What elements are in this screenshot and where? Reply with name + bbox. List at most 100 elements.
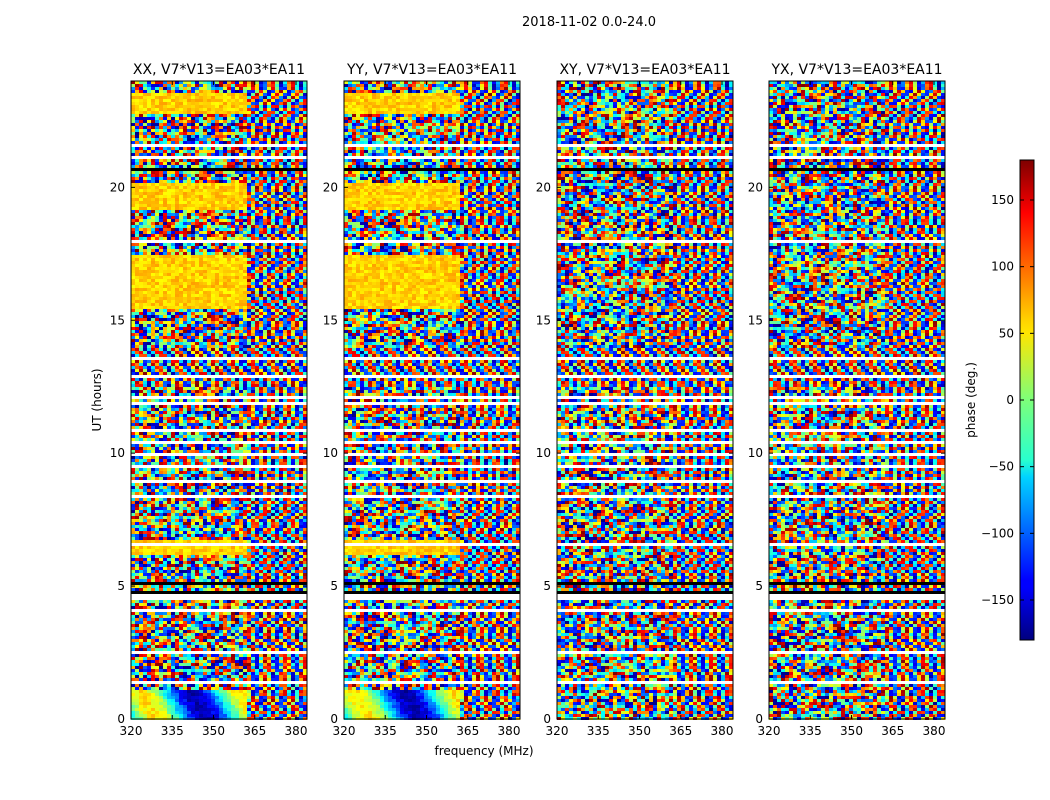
phase-cell bbox=[251, 153, 255, 156]
phase-cell bbox=[219, 138, 223, 141]
phase-cell bbox=[207, 96, 211, 99]
phase-cell bbox=[191, 159, 195, 162]
phase-cell bbox=[283, 123, 287, 126]
phase-cell bbox=[199, 165, 203, 168]
phase-cell bbox=[219, 132, 223, 135]
phase-cell bbox=[163, 141, 167, 144]
phase-cell bbox=[175, 102, 179, 105]
phase-cell bbox=[243, 153, 247, 156]
phase-cell bbox=[259, 117, 263, 120]
phase-cell bbox=[259, 171, 263, 174]
phase-cell bbox=[271, 126, 275, 129]
phase-cell bbox=[195, 153, 199, 156]
phase-cell bbox=[203, 135, 207, 138]
phase-cell bbox=[131, 135, 135, 138]
phase-cell bbox=[187, 117, 191, 120]
phase-cell bbox=[263, 108, 267, 111]
phase-cell bbox=[267, 90, 271, 93]
phase-cell bbox=[291, 111, 295, 114]
phase-cell bbox=[251, 99, 255, 102]
phase-cell bbox=[175, 141, 179, 144]
phase-cell bbox=[223, 99, 227, 102]
phase-cell bbox=[187, 153, 191, 156]
phase-cell bbox=[215, 183, 219, 186]
phase-cell bbox=[171, 105, 175, 108]
phase-cell bbox=[167, 108, 171, 111]
phase-cell bbox=[243, 120, 247, 123]
phase-cell bbox=[227, 135, 231, 138]
phase-cell bbox=[183, 138, 187, 141]
phase-cell bbox=[263, 132, 267, 135]
phase-cell bbox=[295, 165, 299, 168]
phase-cell bbox=[203, 108, 207, 111]
phase-cell bbox=[175, 105, 179, 108]
phase-cell bbox=[135, 138, 139, 141]
phase-cell bbox=[271, 87, 275, 90]
phase-cell bbox=[227, 114, 231, 117]
phase-cell bbox=[247, 129, 251, 132]
phase-cell bbox=[291, 123, 295, 126]
phase-cell bbox=[187, 120, 191, 123]
phase-cell bbox=[239, 96, 243, 99]
phase-cell bbox=[195, 177, 199, 180]
phase-cell bbox=[283, 99, 287, 102]
phase-cell bbox=[131, 120, 135, 123]
phase-cell bbox=[275, 126, 279, 129]
phase-cell bbox=[271, 147, 275, 150]
phase-cell bbox=[231, 102, 235, 105]
phase-cell bbox=[251, 183, 255, 186]
phase-cell bbox=[191, 126, 195, 129]
phase-cell bbox=[239, 183, 243, 186]
phase-cell bbox=[171, 84, 175, 87]
phase-cell bbox=[211, 111, 215, 114]
phase-cell bbox=[271, 180, 275, 183]
phase-cell bbox=[171, 162, 175, 165]
phase-cell bbox=[179, 87, 183, 90]
phase-cell bbox=[171, 135, 175, 138]
phase-cell bbox=[175, 186, 179, 189]
phase-cell bbox=[275, 123, 279, 126]
phase-cell bbox=[143, 177, 147, 180]
phase-cell bbox=[227, 84, 231, 87]
phase-cell bbox=[255, 99, 259, 102]
phase-cell bbox=[263, 165, 267, 168]
phase-cell bbox=[215, 129, 219, 132]
phase-cell bbox=[131, 90, 135, 93]
phase-cell bbox=[151, 84, 155, 87]
phase-cell bbox=[223, 114, 227, 117]
phase-cell bbox=[159, 153, 163, 156]
phase-cell bbox=[207, 180, 211, 183]
phase-cell bbox=[227, 162, 231, 165]
phase-cell bbox=[175, 171, 179, 174]
phase-cell bbox=[227, 117, 231, 120]
phase-cell bbox=[151, 153, 155, 156]
phase-cell bbox=[279, 138, 283, 141]
phase-cell bbox=[279, 99, 283, 102]
phase-cell bbox=[191, 105, 195, 108]
phase-cell bbox=[239, 132, 243, 135]
phase-cell bbox=[183, 147, 187, 150]
phase-cell bbox=[143, 171, 147, 174]
phase-cell bbox=[247, 177, 251, 180]
phase-cell bbox=[171, 183, 175, 186]
phase-cell bbox=[247, 84, 251, 87]
phase-cell bbox=[299, 174, 303, 177]
phase-cell bbox=[139, 153, 143, 156]
phase-cell bbox=[155, 141, 159, 144]
phase-cell bbox=[179, 177, 183, 180]
phase-cell bbox=[175, 132, 179, 135]
phase-cell bbox=[223, 177, 227, 180]
phase-cell bbox=[211, 183, 215, 186]
phase-cell bbox=[259, 165, 263, 168]
phase-cell bbox=[275, 117, 279, 120]
phase-cell bbox=[239, 153, 243, 156]
phase-cell bbox=[279, 108, 283, 111]
phase-cell bbox=[131, 138, 135, 141]
phase-cell bbox=[183, 114, 187, 117]
phase-cell bbox=[255, 162, 259, 165]
phase-cell bbox=[167, 87, 171, 90]
phase-cell bbox=[279, 90, 283, 93]
phase-cell bbox=[151, 108, 155, 111]
phase-cell bbox=[279, 96, 283, 99]
phase-cell bbox=[283, 102, 287, 105]
